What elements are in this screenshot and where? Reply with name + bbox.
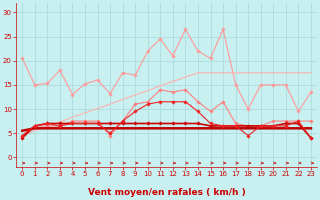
- X-axis label: Vent moyen/en rafales ( km/h ): Vent moyen/en rafales ( km/h ): [88, 188, 245, 197]
